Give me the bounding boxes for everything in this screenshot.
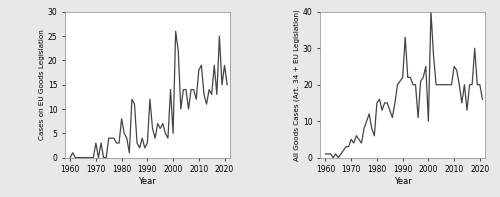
X-axis label: Year: Year (138, 177, 156, 186)
X-axis label: Year: Year (394, 177, 411, 186)
Y-axis label: Cases on EU Goods Legislation: Cases on EU Goods Legislation (39, 29, 45, 140)
Y-axis label: All Goods Cases (Art. 34 + EU Legislation): All Goods Cases (Art. 34 + EU Legislatio… (294, 9, 300, 161)
